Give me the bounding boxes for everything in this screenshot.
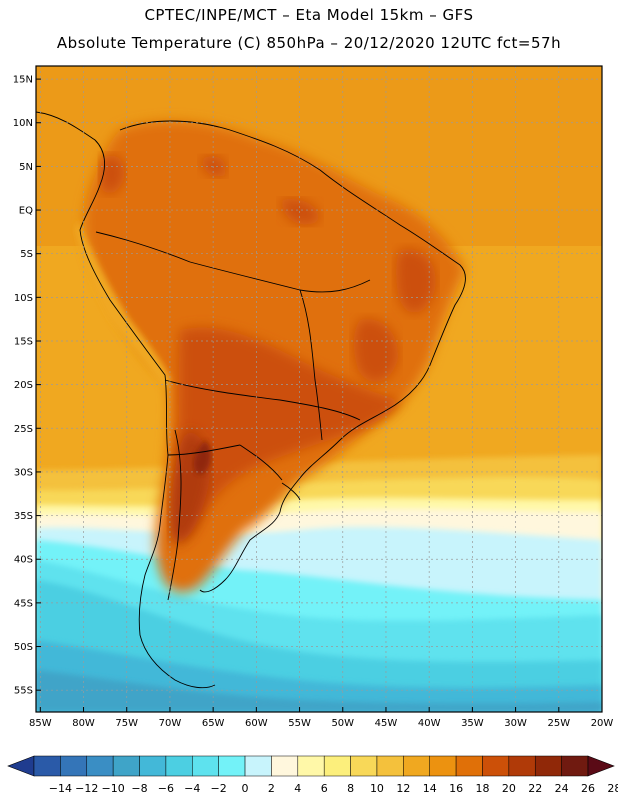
lat-tick-label: 5N xyxy=(19,162,33,173)
colorbar: −14 −12 −10 −8 −6 −4 −2 0 2 4 6 8 10 12 14 16 18 20 22 24 26… xyxy=(7,755,618,795)
colorbar-label: 20 xyxy=(502,782,516,795)
lon-tick-label: 45W xyxy=(375,718,398,729)
latitude-axis: 15N 10N 5N EQ 5S 10S 15S 20S 25S 30S 35S 40S 45S 50S 5… xyxy=(13,75,41,697)
colorbar-label: −2 xyxy=(211,782,227,795)
lon-tick-label: 25W xyxy=(547,718,570,729)
lat-tick-label: 10N xyxy=(13,118,33,129)
lat-tick-label: 20S xyxy=(14,380,33,391)
colorbar-segment xyxy=(112,755,140,777)
lon-tick-label: 20W xyxy=(591,718,614,729)
colorbar-segment xyxy=(271,755,299,777)
coastlines xyxy=(36,111,466,689)
lat-tick-label: 30S xyxy=(14,467,33,478)
colorbar-segment xyxy=(403,755,430,777)
colorbar-label: −8 xyxy=(131,782,147,795)
colorbar-label: 10 xyxy=(370,782,384,795)
longitude-axis: 85W 80W 75W 70W 65W 60W 55W 50W 45W 40W 35W 30W 25W 2… xyxy=(29,707,613,729)
colorbar-label: 26 xyxy=(581,782,595,795)
colorbar-label: 2 xyxy=(268,782,275,795)
colorbar-label: −4 xyxy=(184,782,200,795)
colorbar-label: −6 xyxy=(158,782,174,795)
colorbar-segment xyxy=(508,755,536,777)
colorbar-segment xyxy=(244,755,272,777)
colorbar-segment xyxy=(192,755,219,777)
lon-tick-label: 80W xyxy=(72,718,95,729)
lat-tick-label: 15N xyxy=(13,75,33,86)
colorbar-label: 14 xyxy=(423,782,437,795)
colorbar-label: 4 xyxy=(294,782,301,795)
colorbar-label: −12 xyxy=(75,782,98,795)
colorbar-segment xyxy=(297,755,325,777)
colorbar-segment xyxy=(60,755,88,777)
map-title-line-1: CPTEC/INPE/MCT – Eta Model 15km – GFS xyxy=(144,6,474,24)
lon-tick-label: 65W xyxy=(202,718,225,729)
colorbar-segment xyxy=(350,755,378,777)
lon-tick-label: 85W xyxy=(29,718,52,729)
colorbar-label: 24 xyxy=(555,782,569,795)
lon-tick-label: 55W xyxy=(288,718,311,729)
lat-tick-label: 10S xyxy=(14,293,33,304)
colorbar-segment xyxy=(86,755,114,777)
colorbar-segment xyxy=(323,755,351,777)
colorbar-label: 8 xyxy=(347,782,354,795)
colorbar-label: 18 xyxy=(475,782,489,795)
lon-tick-label: 35W xyxy=(461,718,484,729)
colorbar-label: 16 xyxy=(449,782,463,795)
lat-tick-label: 50S xyxy=(14,642,33,653)
colorbar-segment xyxy=(455,755,483,777)
colorbar-segment xyxy=(534,755,562,777)
colorbar-segment xyxy=(561,755,589,777)
colorbar-arrow-high xyxy=(587,755,615,777)
lon-tick-label: 75W xyxy=(115,718,138,729)
colorbar-label: 12 xyxy=(396,782,410,795)
lat-tick-label: 55S xyxy=(14,686,33,697)
lat-tick-label: 45S xyxy=(14,598,33,609)
colorbar-label: −10 xyxy=(102,782,125,795)
colorbar-segment xyxy=(218,755,246,777)
lat-tick-label: 5S xyxy=(20,249,33,260)
colorbar-segment xyxy=(429,755,457,777)
temperature-field xyxy=(36,66,602,712)
lon-tick-label: 60W xyxy=(245,718,268,729)
colorbar-label: 0 xyxy=(242,782,249,795)
lat-tick-label: 25S xyxy=(14,424,33,435)
colorbar-segment xyxy=(33,755,61,777)
map-title-line-2: Absolute Temperature (C) 850hPa – 20/12/… xyxy=(56,34,562,52)
lat-tick-label: 35S xyxy=(14,511,33,522)
colorbar-segment xyxy=(165,755,193,777)
lon-tick-label: 50W xyxy=(331,718,354,729)
colorbar-label: 22 xyxy=(528,782,542,795)
colorbar-segment xyxy=(482,755,510,777)
lat-tick-label: EQ xyxy=(19,206,33,217)
lon-tick-label: 30W xyxy=(504,718,527,729)
lat-tick-label: 40S xyxy=(14,555,33,566)
gridlines xyxy=(36,66,603,712)
map-frame xyxy=(35,65,603,713)
colorbar-arrow-low xyxy=(7,755,35,777)
colorbar-segment xyxy=(376,755,404,777)
colorbar-label: 28 xyxy=(607,782,618,795)
colorbar-label: 6 xyxy=(321,782,328,795)
lat-tick-label: 15S xyxy=(14,336,33,347)
colorbar-label: −14 xyxy=(49,782,72,795)
lon-tick-label: 40W xyxy=(418,718,441,729)
colorbar-segment xyxy=(139,755,167,777)
lon-tick-label: 70W xyxy=(159,718,182,729)
